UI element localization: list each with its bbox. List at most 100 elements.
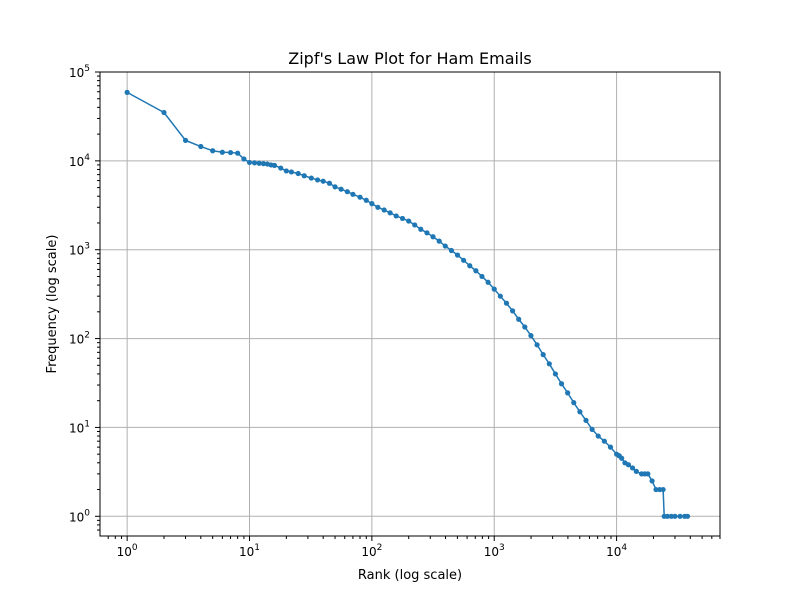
data-point (491, 286, 497, 292)
data-point (668, 513, 674, 519)
data-point (369, 201, 375, 207)
data-point (448, 247, 455, 254)
data-point (399, 215, 406, 222)
data-point (418, 226, 424, 232)
data-point (301, 173, 307, 179)
data-point (308, 175, 314, 181)
data-point (278, 165, 284, 171)
data-point (629, 465, 636, 471)
x-axis-label: Rank (log scale) (358, 568, 462, 583)
data-point (485, 279, 491, 285)
data-point (577, 409, 583, 415)
data-point (664, 513, 670, 519)
data-point (653, 486, 659, 493)
data-point (350, 191, 356, 197)
data-point (571, 400, 577, 406)
data-point (516, 316, 522, 322)
x-tick-label: 104 (606, 543, 627, 559)
data-point (684, 513, 691, 519)
data-point (219, 149, 225, 155)
data-point (589, 426, 595, 433)
x-axis-ticks: 100 101 102 103 104 (107, 536, 721, 559)
data-point (522, 324, 528, 330)
data-point (546, 361, 552, 367)
data-point (241, 156, 247, 162)
data-point (625, 462, 632, 468)
data-point (558, 381, 565, 387)
data-point (619, 455, 625, 461)
data-point (271, 162, 278, 168)
data-point (288, 169, 295, 175)
data-point (357, 194, 363, 200)
data-point (124, 89, 130, 95)
data-point (412, 222, 418, 228)
data-point (649, 478, 655, 484)
data-point (332, 184, 338, 190)
data-point (479, 273, 485, 280)
y-tick-label: 102 (69, 331, 90, 347)
data-point (430, 234, 436, 240)
data-point (677, 513, 683, 519)
data-point (393, 213, 399, 219)
y-tick-label: 103 (69, 242, 90, 258)
data-point (607, 444, 614, 450)
data-point (283, 168, 289, 174)
data-point (256, 160, 262, 166)
data-point (320, 178, 326, 184)
data-point (633, 468, 639, 474)
data-point (454, 252, 461, 258)
x-tick-label: 100 (117, 543, 138, 559)
data-point (660, 486, 666, 493)
series-line (126, 91, 688, 518)
data-point (235, 150, 241, 156)
data-point (295, 170, 301, 177)
chart-title: Zipf's Law Plot for Ham Emails (288, 49, 531, 68)
data-point (461, 257, 467, 263)
x-tick-label: 103 (484, 543, 505, 559)
plot-frame (99, 71, 721, 537)
data-point (406, 218, 412, 224)
data-point (601, 438, 607, 444)
x-tick-label: 101 (239, 543, 260, 559)
data-point (467, 263, 473, 269)
y-tick-label: 101 (69, 419, 90, 435)
data-point (503, 300, 510, 306)
y-axis-label: Frequency (log scale) (45, 235, 60, 374)
data-point (338, 186, 344, 192)
data-point (583, 417, 589, 423)
data-point (314, 177, 321, 183)
data-point (540, 352, 546, 358)
data-point (227, 149, 234, 156)
data-point (528, 333, 534, 339)
data-point (595, 433, 601, 439)
data-point (552, 371, 559, 377)
data-point (442, 243, 448, 249)
data-point (198, 143, 204, 150)
data-point (161, 109, 167, 116)
y-axis-ticks: 100 101 102 103 104 105 (69, 64, 100, 531)
data-point (344, 189, 350, 195)
data-point (497, 293, 503, 299)
data-point (509, 308, 516, 314)
data-point (387, 210, 393, 216)
data-point (260, 161, 267, 167)
data-point (534, 342, 540, 348)
data-point (251, 160, 258, 166)
data-point (326, 180, 333, 186)
data-point (473, 268, 479, 274)
data-point (645, 471, 651, 477)
y-tick-label: 104 (69, 153, 90, 169)
y-tick-label: 100 (69, 508, 90, 524)
data-point (246, 159, 253, 166)
grid (100, 72, 720, 536)
data-point (436, 238, 442, 244)
data-point (210, 148, 216, 154)
data-point (182, 137, 189, 143)
data-point (424, 230, 430, 236)
data-point (381, 207, 387, 213)
data-point (672, 513, 678, 519)
series (124, 89, 691, 519)
data-point (363, 197, 369, 203)
x-tick-label: 102 (361, 543, 382, 559)
